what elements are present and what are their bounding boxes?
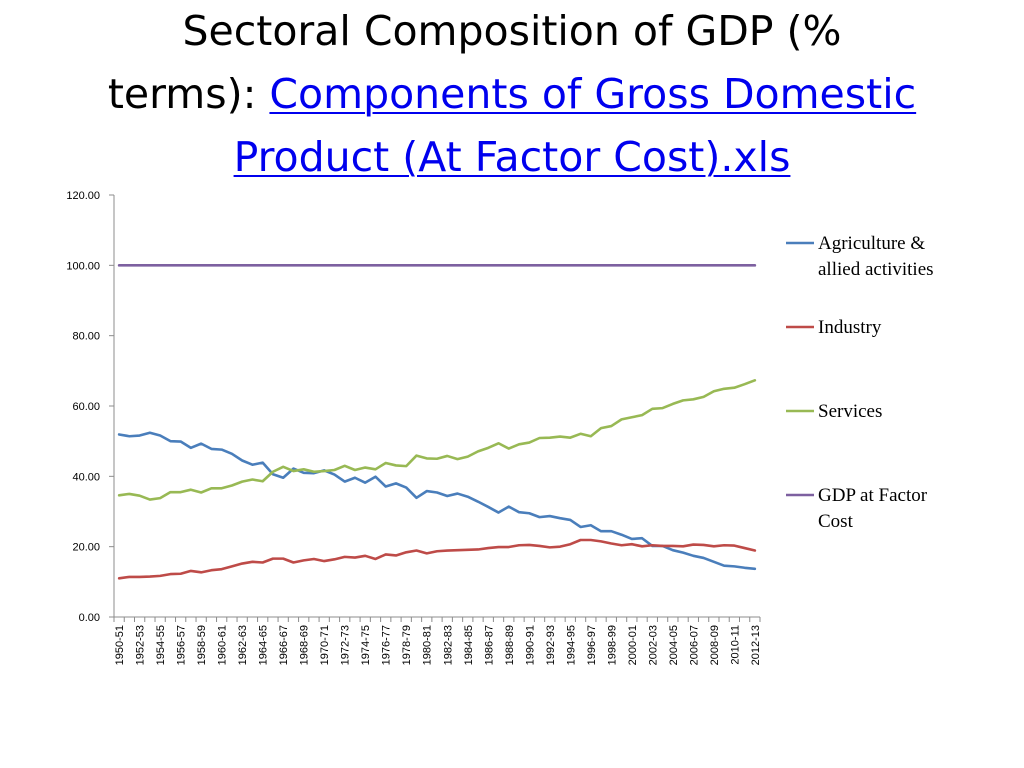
legend-label: Agriculture & bbox=[818, 233, 925, 254]
legend-item: GDP at Factor Cost bbox=[786, 485, 928, 532]
x-tick-label: 1992-93 bbox=[545, 625, 557, 665]
x-tick-label: 1968-69 bbox=[299, 625, 311, 665]
y-tick-label: 120.00 bbox=[66, 190, 100, 202]
x-tick-label: 1952-53 bbox=[135, 625, 147, 665]
x-tick-label: 2006-07 bbox=[688, 625, 700, 665]
series-line-industry bbox=[117, 538, 757, 580]
legend-label: Cost bbox=[818, 511, 854, 532]
x-axis: 1950-51 1952-53 1954-55 1956-57 1958-59 1960-… bbox=[113, 616, 762, 665]
legend-label: allied activities bbox=[818, 259, 934, 280]
x-tick-label: 1960-61 bbox=[217, 625, 229, 665]
series-line-services bbox=[117, 379, 757, 501]
legend: Agriculture & allied activities Industry Se… bbox=[786, 233, 934, 532]
legend-item: Industry bbox=[786, 317, 882, 338]
x-tick-label: 1986-87 bbox=[483, 625, 495, 665]
source-file-link[interactable]: Components of Gross Domestic Product (At… bbox=[233, 70, 917, 181]
y-tick-label: 20.00 bbox=[72, 542, 100, 554]
x-tick-label: 1974-75 bbox=[360, 625, 372, 665]
x-tick-label: 2002-03 bbox=[647, 625, 659, 665]
x-tick-label: 1956-57 bbox=[176, 625, 188, 665]
x-tick-label: 1990-91 bbox=[524, 625, 536, 665]
x-tick-label: 1996-97 bbox=[586, 625, 598, 665]
y-tick-label: 40.00 bbox=[72, 471, 100, 483]
x-tick-label: 1958-59 bbox=[196, 625, 208, 665]
x-tick-label: 1966-67 bbox=[278, 625, 290, 665]
x-tick-label: 1994-95 bbox=[565, 625, 577, 665]
legend-item: Services bbox=[786, 401, 882, 422]
y-tick-label: 0.00 bbox=[79, 612, 100, 624]
y-tick-label: 100.00 bbox=[66, 260, 100, 272]
series-line-agriculture-allied-activities bbox=[117, 431, 757, 571]
title-text-line2: terms): bbox=[107, 70, 270, 118]
y-tick-label: 80.00 bbox=[72, 331, 100, 343]
x-tick-label: 2008-09 bbox=[709, 625, 721, 665]
x-tick-label: 1964-65 bbox=[258, 625, 270, 665]
x-tick-label: 1982-83 bbox=[442, 625, 454, 665]
x-tick-label: 1954-55 bbox=[155, 625, 167, 665]
x-tick-label: 2000-01 bbox=[627, 625, 639, 665]
x-tick-label: 1978-79 bbox=[401, 625, 413, 665]
y-tick-label: 60.00 bbox=[72, 401, 100, 413]
x-tick-label: 1980-81 bbox=[422, 625, 434, 665]
y-axis: 0.00 20.00 40.00 60.00 80.00 100.00 120.00 bbox=[66, 190, 115, 624]
legend-label: Services bbox=[818, 401, 882, 422]
legend-item: Agriculture & allied activities bbox=[786, 233, 934, 280]
x-tick-label: 1988-89 bbox=[504, 625, 516, 665]
slide-title: Sectoral Composition of GDP (% terms): C… bbox=[40, 0, 984, 189]
x-tick-label: 2004-05 bbox=[668, 625, 680, 665]
legend-label: GDP at Factor bbox=[818, 485, 928, 506]
x-tick-label: 1950-51 bbox=[114, 625, 126, 665]
x-tick-label: 2010-11 bbox=[729, 625, 741, 665]
x-tick-label: 1962-63 bbox=[237, 625, 249, 665]
title-text-line1: Sectoral Composition of GDP (% bbox=[182, 7, 842, 55]
x-tick-label: 1984-85 bbox=[463, 625, 475, 665]
legend-label: Industry bbox=[818, 317, 882, 338]
x-tick-label: 1998-99 bbox=[606, 625, 618, 665]
x-tick-label: 1970-71 bbox=[319, 625, 331, 665]
x-tick-label: 1976-77 bbox=[381, 625, 393, 665]
x-tick-label: 1972-73 bbox=[340, 625, 352, 665]
plot-series bbox=[117, 264, 757, 580]
x-tick-label: 2012-13 bbox=[750, 625, 762, 665]
